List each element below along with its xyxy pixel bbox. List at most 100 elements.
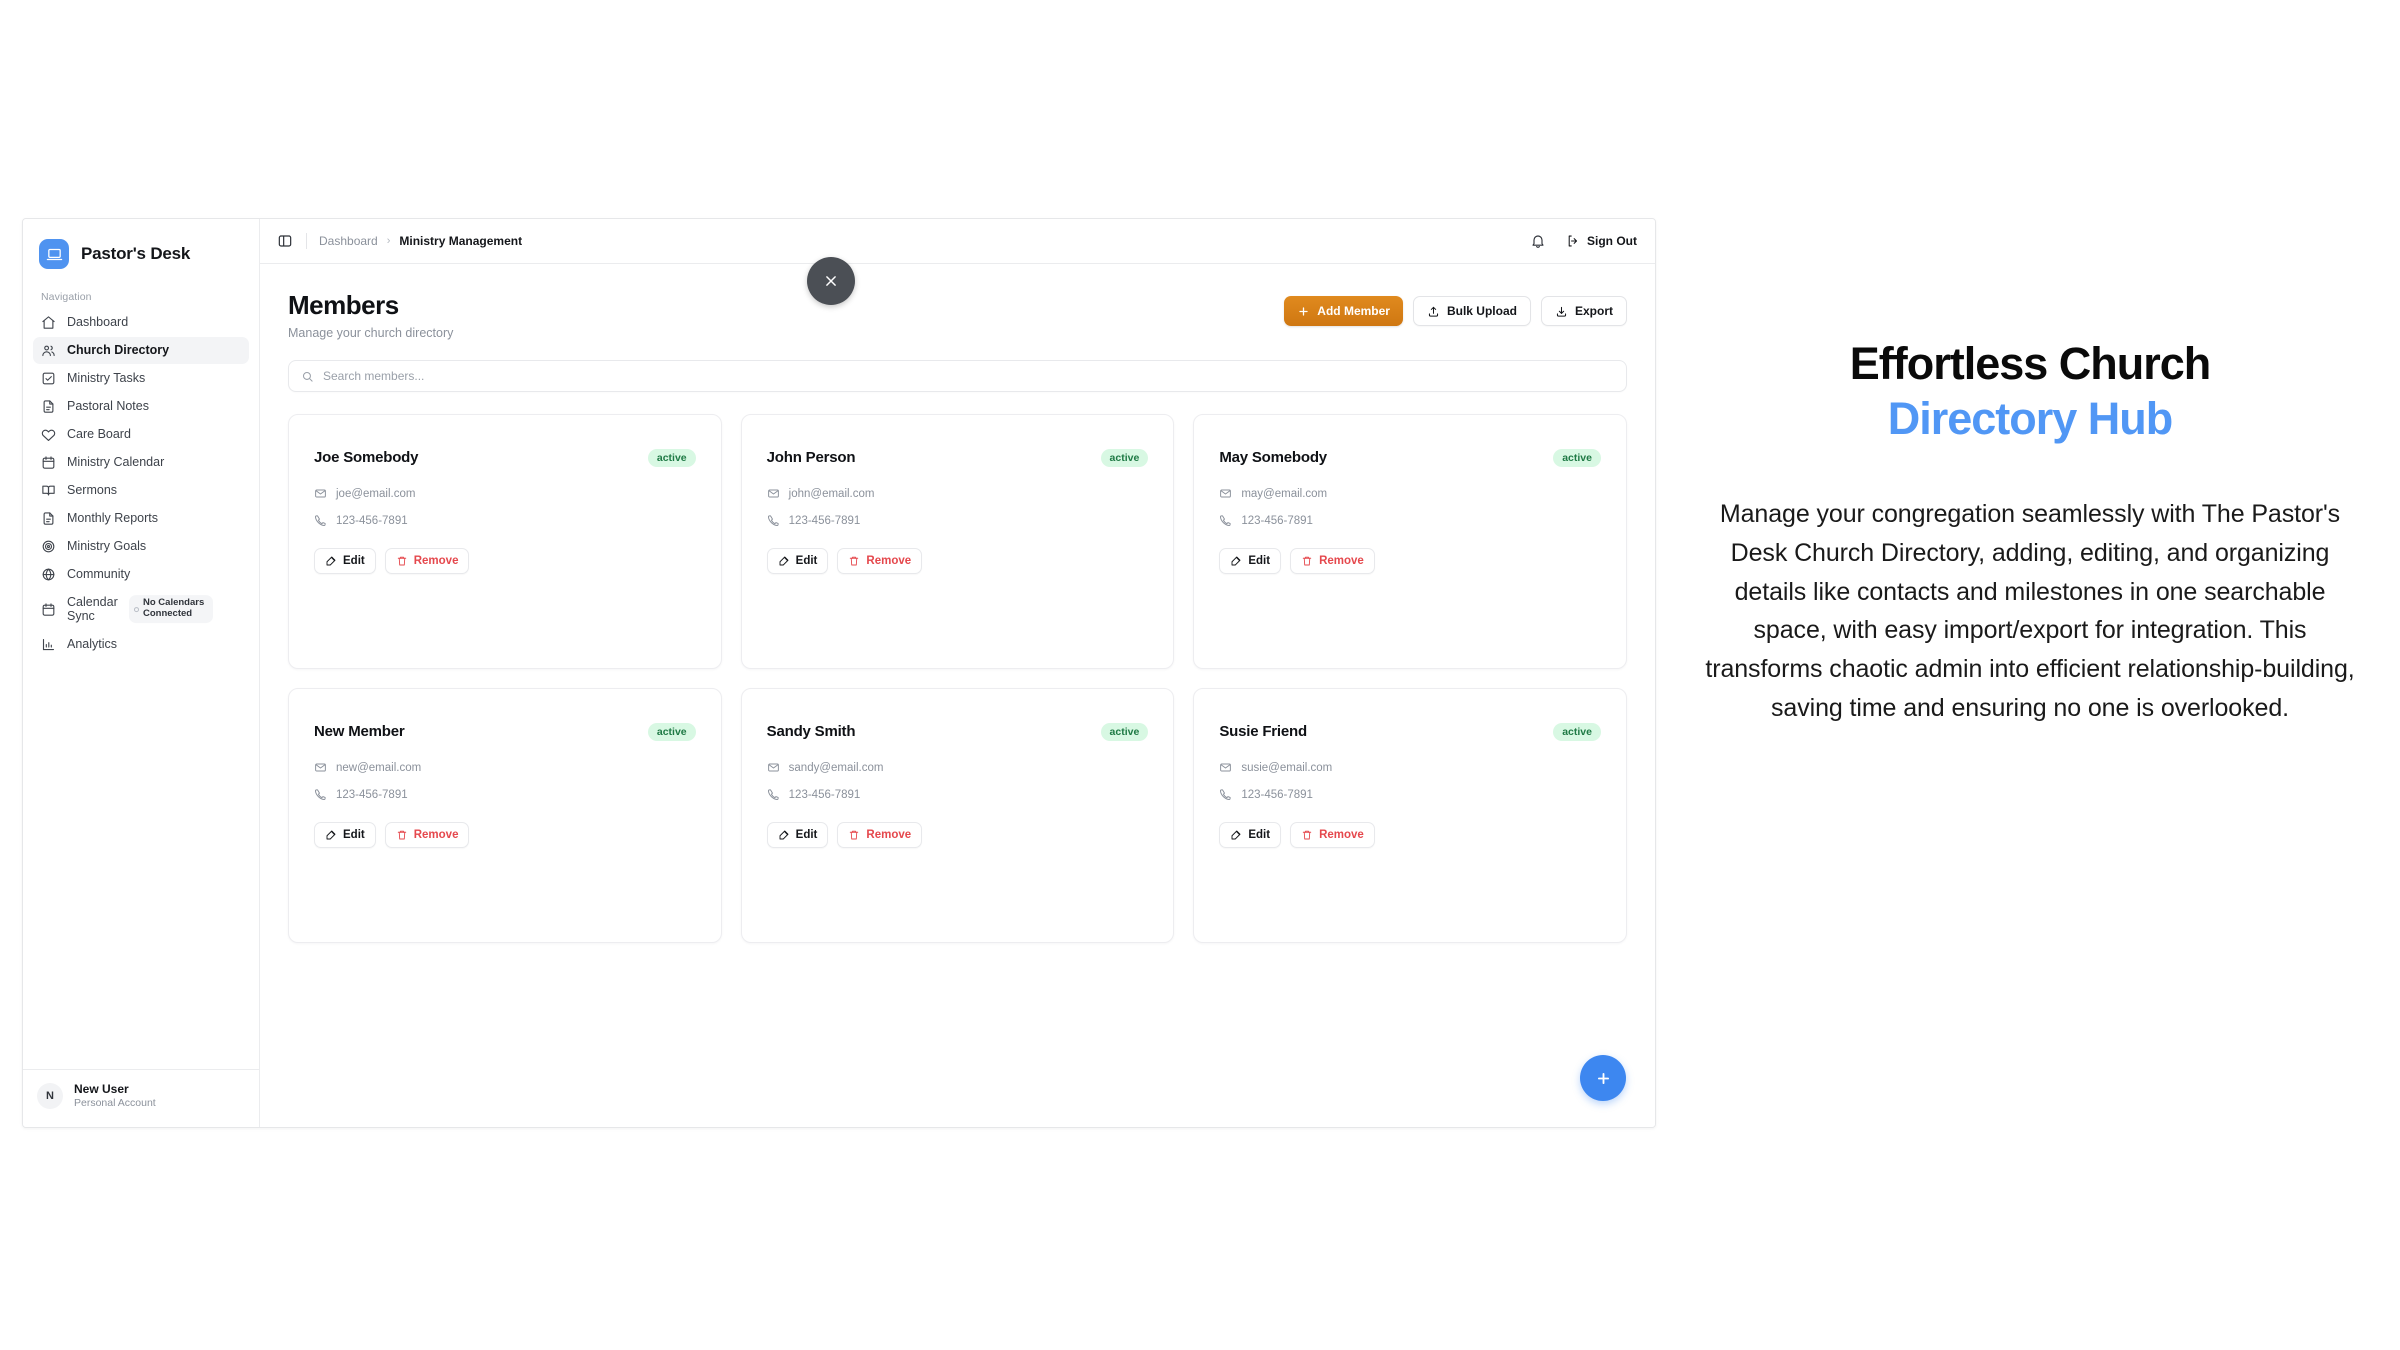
phone-icon [1220,515,1231,527]
member-phone-row: 123-456-7891 [767,788,1149,801]
promo-heading-line2: Directory Hub [1887,392,2174,444]
member-email-row: susie@email.com [1219,761,1601,774]
member-email-row: john@email.com [767,487,1149,500]
laptop-icon [39,239,69,269]
trash-icon [397,556,406,566]
member-email: john@email.com [788,487,875,500]
bell-icon[interactable] [1530,233,1546,249]
mail-icon [1220,763,1232,772]
member-email-row: joe@email.com [314,487,696,500]
user-name: New User [74,1081,129,1096]
panel-left-icon[interactable] [276,232,294,250]
bulk-upload-button[interactable]: Bulk Upload [1412,296,1531,326]
add-member-button[interactable]: Add Member [1284,296,1403,326]
member-card[interactable]: Susie Friend active susie@email.com 123-… [1193,688,1627,943]
member-card-actions: Edit Remove [1219,548,1601,574]
status-badge: active [1100,449,1149,467]
mail-icon [1220,489,1232,498]
edit-button[interactable]: Edit [1219,548,1282,574]
edit-button[interactable]: Edit [766,548,829,574]
download-icon [1556,306,1567,317]
sidebar-item-sermons[interactable]: Sermons [33,477,249,504]
member-card-actions: Edit Remove [766,822,1149,848]
sign-out-button[interactable]: Sign Out [1566,234,1637,248]
brand[interactable]: Pastor's Desk [23,219,259,285]
sidebar-item-ministry-tasks[interactable]: Ministry Tasks [33,365,249,392]
mail-icon [315,763,326,772]
sidebar-item-label: Sermons [67,483,118,498]
member-card[interactable]: Sandy Smith active sandy@email.com 123-4… [740,688,1175,943]
sidebar-item-analytics[interactable]: Analytics [33,631,249,658]
topbar: Dashboard › Ministry Management Sign Out [260,219,1655,264]
search-input[interactable] [323,369,1614,383]
member-card[interactable]: New Member active new@email.com 123-456-… [288,688,722,943]
member-card-header: Susie Friend active [1219,723,1601,741]
remove-label: Remove [1319,829,1364,841]
sidebar-user-account[interactable]: N New User Personal Account [23,1068,259,1127]
remove-button[interactable]: Remove [1290,822,1375,848]
promo-body: Manage your congregation seamlessly with… [1705,500,2355,722]
sidebar-item-dashboard[interactable]: Dashboard [33,309,249,336]
remove-button[interactable]: Remove [837,548,923,574]
status-badge: active [1553,449,1601,467]
sidebar-item-ministry-goals[interactable]: Ministry Goals [33,533,249,560]
sidebar: Pastor's Desk Navigation Dashboard Churc… [23,219,260,1127]
trash-icon [397,830,406,840]
bulk-upload-label: Bulk Upload [1446,304,1517,318]
trash-icon [850,830,859,840]
check-square-icon [41,371,56,386]
mail-icon [767,763,779,772]
content: Members Manage your church directory Add… [260,264,1655,1127]
sidebar-item-community[interactable]: Community [33,561,249,588]
member-email-row: sandy@email.com [767,761,1149,774]
edit-button[interactable]: Edit [314,822,376,848]
member-email: sandy@email.com [788,761,884,774]
member-card-actions: Edit Remove [766,548,1149,574]
calendar-icon [41,602,56,617]
edit-button[interactable]: Edit [766,822,829,848]
edit-button[interactable]: Edit [314,548,376,574]
search-bar[interactable] [288,360,1627,392]
sidebar-item-church-directory[interactable]: Church Directory [33,337,249,364]
sidebar-item-pastoral-notes[interactable]: Pastoral Notes [33,393,249,420]
edit-label: Edit [795,829,818,841]
topbar-actions: Sign Out [1530,233,1637,249]
breadcrumb-parent[interactable]: Dashboard [319,234,378,248]
sidebar-item-care-board[interactable]: Care Board [33,421,249,448]
phone-icon [314,789,326,801]
member-phone-row: 123-456-7891 [767,514,1149,527]
member-phone-row: 123-456-7891 [314,514,696,527]
member-card[interactable]: John Person active john@email.com 123-45… [740,414,1175,669]
sidebar-item-label: Monthly Reports [67,511,159,526]
pencil-square-icon [1231,830,1241,840]
member-name: May Somebody [1219,449,1327,466]
remove-button[interactable]: Remove [384,822,470,848]
sidebar-item-monthly-reports[interactable]: Monthly Reports [33,505,249,532]
remove-button[interactable]: Remove [837,822,923,848]
member-email-row: new@email.com [314,761,696,774]
member-phone-row: 123-456-7891 [1219,788,1601,801]
pencil-square-icon [779,830,789,840]
member-card[interactable]: May Somebody active may@email.com 123-45… [1193,414,1627,669]
member-email: joe@email.com [336,487,416,500]
sidebar-item-calendar-sync[interactable]: Calendar Sync No Calendars Connected [33,589,249,630]
member-phone-row: 123-456-7891 [314,788,696,801]
member-name: Joe Somebody [314,449,419,466]
export-button[interactable]: Export [1540,296,1627,326]
sidebar-item-label: Pastoral Notes [67,399,149,414]
file-text-icon [41,511,56,526]
page-title: Members [288,290,399,320]
member-card[interactable]: Joe Somebody active joe@email.com 123-45… [288,414,722,669]
member-phone: 123-456-7891 [788,514,861,527]
remove-button[interactable]: Remove [384,548,470,574]
member-phone-row: 123-456-7891 [1219,514,1601,527]
remove-button[interactable]: Remove [1290,548,1375,574]
edit-label: Edit [1248,829,1271,841]
sidebar-item-label: Ministry Tasks [67,371,146,386]
edit-button[interactable]: Edit [1219,822,1282,848]
target-icon [41,539,56,554]
close-overlay-button[interactable] [807,257,855,305]
add-member-fab[interactable] [1580,1055,1626,1101]
member-email: new@email.com [336,761,422,774]
sidebar-item-ministry-calendar[interactable]: Ministry Calendar [33,449,249,476]
